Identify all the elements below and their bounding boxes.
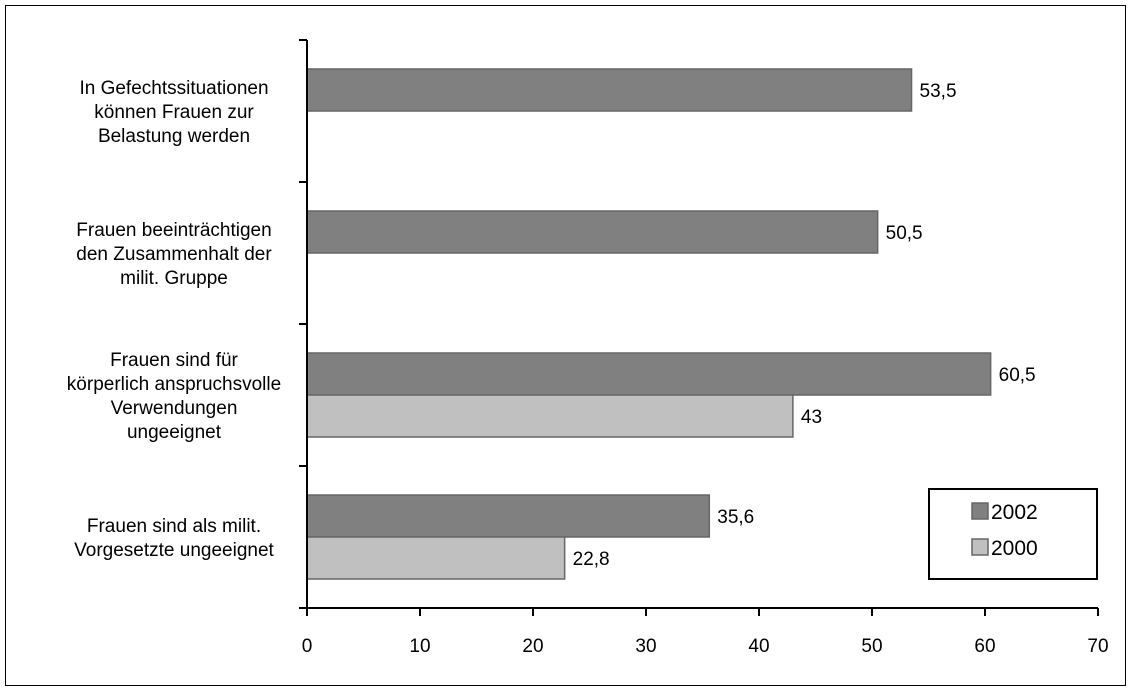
bar-2002-3 xyxy=(306,352,992,396)
data-label-2002-3: 60,5 xyxy=(999,365,1036,386)
bars-layer xyxy=(306,68,992,580)
x-tick-label-30: 30 xyxy=(635,636,656,657)
x-tick-label-40: 40 xyxy=(748,636,769,657)
data-label-2002-2: 50,5 xyxy=(886,223,923,244)
data-label-2002-4: 35,6 xyxy=(717,507,754,528)
labels-layer: 53,5 In Gefechtssituationen können Frauen … xyxy=(67,78,1036,570)
x-tick-label-10: 10 xyxy=(409,636,430,657)
category-label-3: Frauen sind für körperlich anspruchsvolle… xyxy=(67,350,281,443)
data-label-2000-3: 43 xyxy=(801,407,822,428)
x-tick-label-0: 0 xyxy=(302,636,313,657)
legend-label-2000: 2000 xyxy=(991,537,1038,560)
legend-swatch-2002 xyxy=(971,502,989,520)
legend-swatch-2000 xyxy=(971,538,989,556)
bar-2002-2 xyxy=(306,210,879,254)
x-tick-label-70: 70 xyxy=(1087,636,1108,657)
axis-layer: 0 10 20 30 40 50 60 70 xyxy=(299,39,1109,657)
category-label-4: Frauen sind als milit. Vorgesetzte ungeei… xyxy=(74,516,274,561)
bar-2000-4 xyxy=(306,536,566,580)
x-tick-label-60: 60 xyxy=(974,636,995,657)
bar-2002-1 xyxy=(306,68,913,112)
category-label-2: Frauen beeinträchtigen den Zusammenhalt d… xyxy=(76,220,272,289)
x-tick-label-20: 20 xyxy=(522,636,543,657)
legend: 2002 2000 xyxy=(928,488,1098,580)
bar-2000-3 xyxy=(306,394,794,438)
legend-box xyxy=(928,488,1098,580)
data-label-2000-4: 22,8 xyxy=(573,549,610,570)
bar-2002-4 xyxy=(306,494,711,538)
category-label-1: In Gefechtssituationen können Frauen zur B… xyxy=(79,78,268,147)
x-tick-label-50: 50 xyxy=(861,636,882,657)
data-label-2002-1: 53,5 xyxy=(920,81,957,102)
legend-label-2002: 2002 xyxy=(991,501,1038,524)
